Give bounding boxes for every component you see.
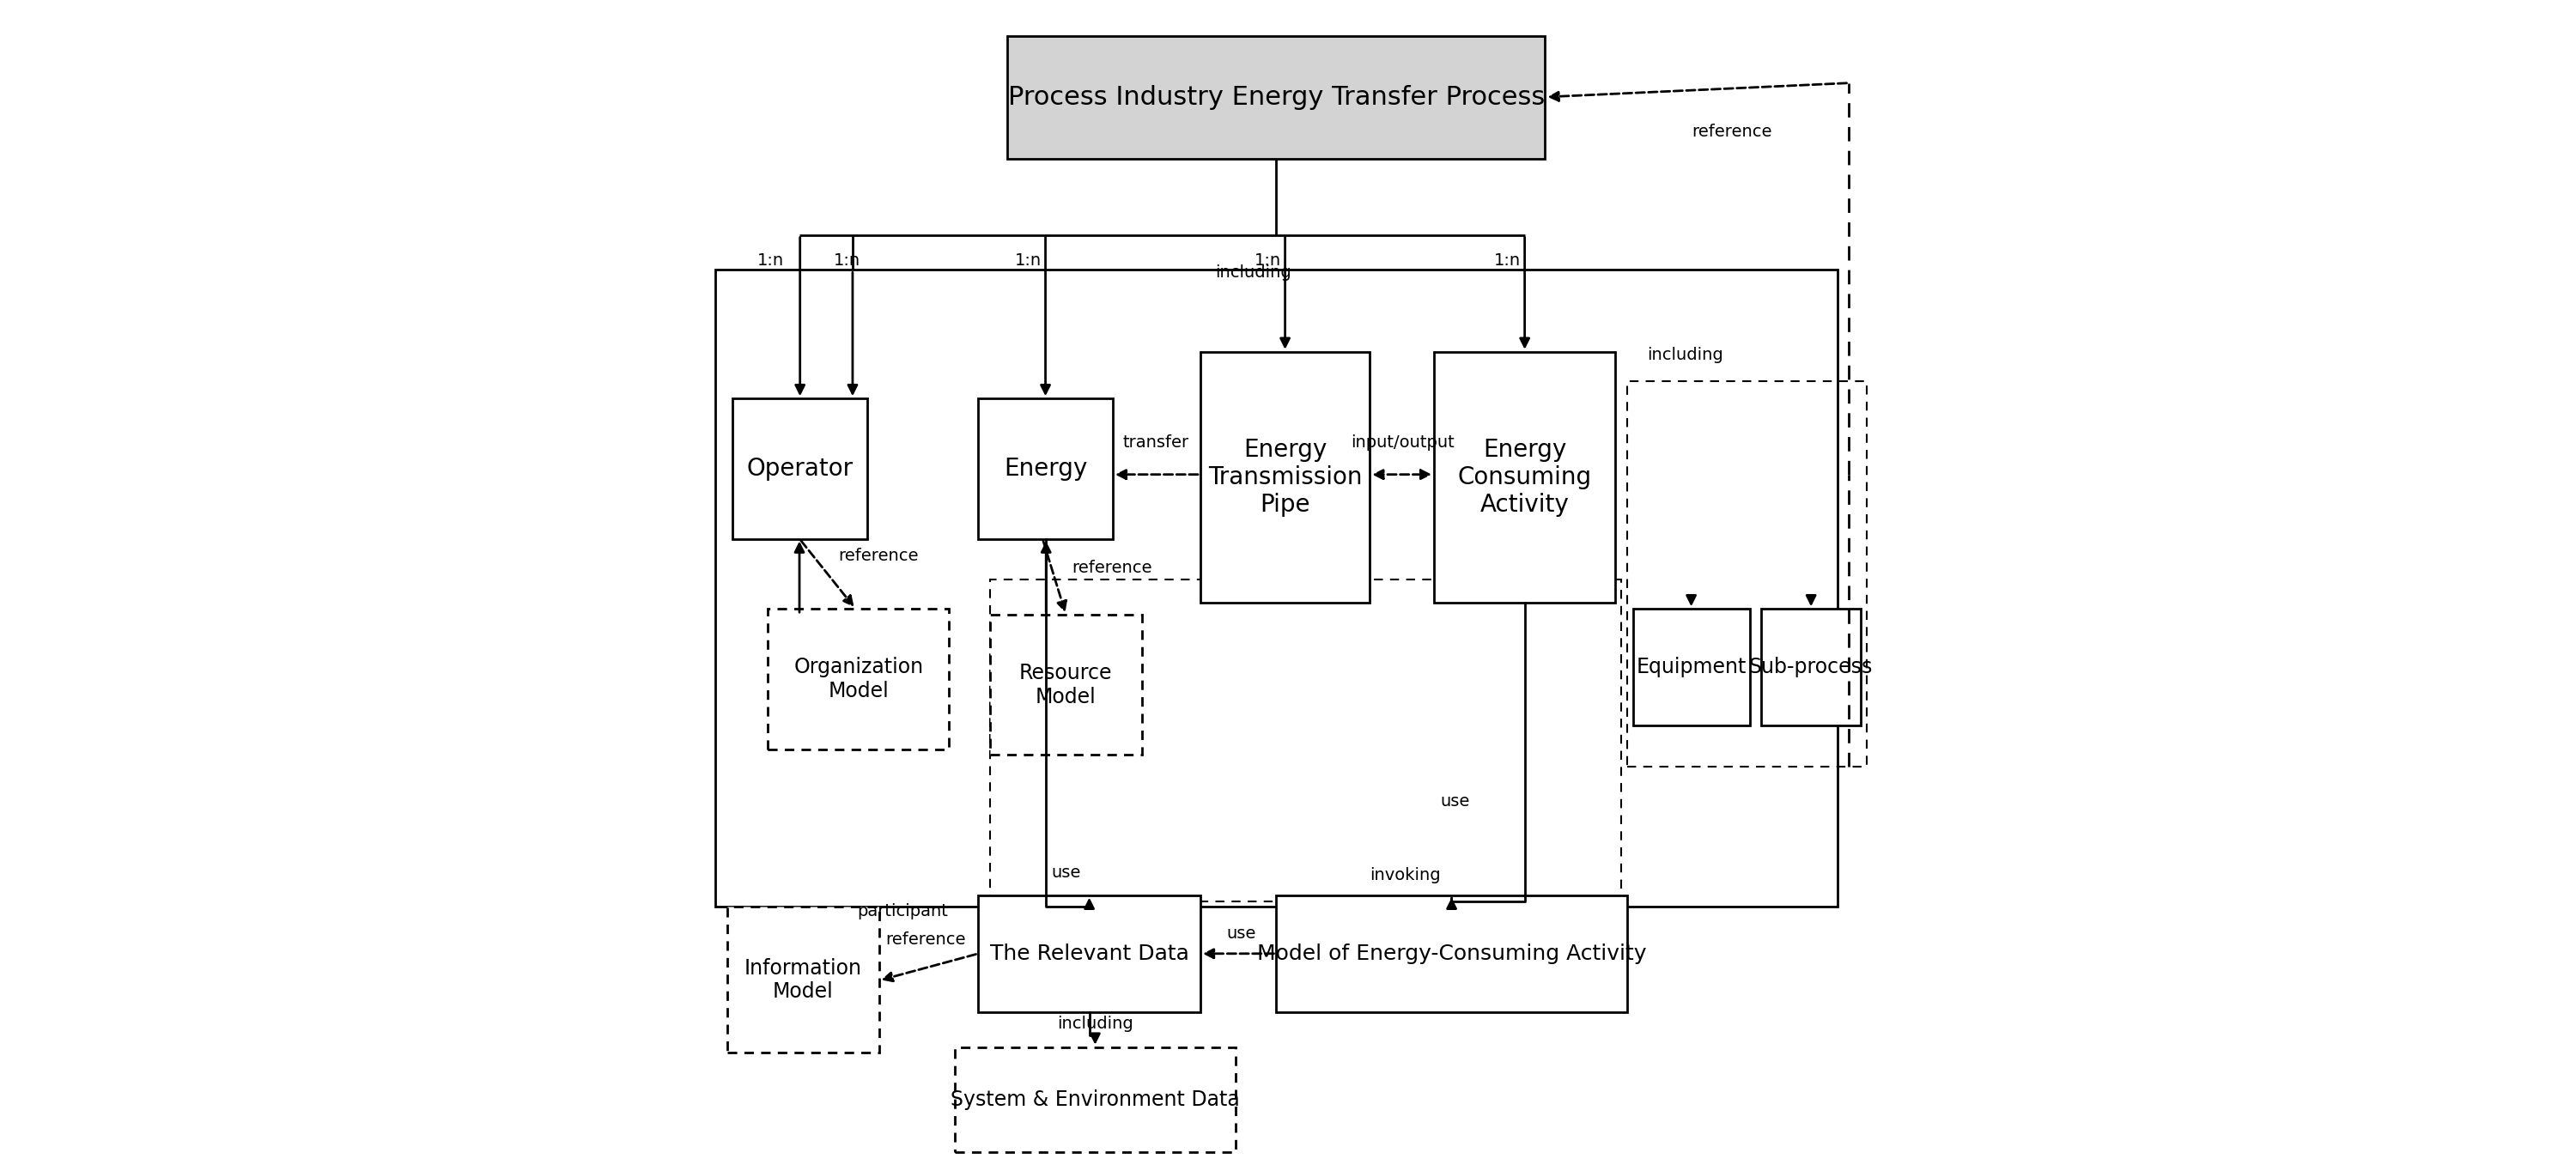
Text: Energy: Energy	[1005, 457, 1087, 480]
Bar	[1628, 381, 1868, 767]
Text: 1:n: 1:n	[1494, 253, 1520, 269]
Text: Equipment: Equipment	[1636, 657, 1747, 678]
Bar	[716, 271, 1837, 906]
FancyBboxPatch shape	[1275, 895, 1628, 1012]
FancyBboxPatch shape	[768, 609, 948, 749]
Text: Energy
Consuming
Activity: Energy Consuming Activity	[1458, 438, 1592, 518]
FancyBboxPatch shape	[956, 1047, 1236, 1152]
Text: Operator: Operator	[747, 457, 853, 480]
Text: participant: participant	[858, 903, 948, 919]
Text: Model of Energy-Consuming Activity: Model of Energy-Consuming Activity	[1257, 944, 1646, 964]
Text: input/output: input/output	[1350, 434, 1455, 451]
Text: The Relevant Data: The Relevant Data	[989, 944, 1190, 964]
Text: Energy
Transmission
Pipe: Energy Transmission Pipe	[1208, 438, 1363, 518]
Text: Resource
Model: Resource Model	[1020, 663, 1113, 707]
FancyBboxPatch shape	[979, 895, 1200, 1012]
Text: reference: reference	[886, 931, 966, 947]
FancyBboxPatch shape	[1762, 609, 1860, 726]
Text: invoking: invoking	[1370, 868, 1440, 883]
Text: use: use	[1226, 925, 1257, 941]
Text: Process Industry Energy Transfer Process: Process Industry Energy Transfer Process	[1007, 85, 1546, 110]
Text: including: including	[1216, 265, 1291, 280]
Text: Organization
Model: Organization Model	[793, 657, 922, 701]
Bar	[989, 580, 1620, 900]
FancyBboxPatch shape	[726, 906, 878, 1053]
Text: Sub-process: Sub-process	[1749, 657, 1873, 678]
Text: reference: reference	[1692, 124, 1772, 141]
Text: System & Environment Data: System & Environment Data	[951, 1089, 1239, 1110]
Text: reference: reference	[837, 548, 917, 564]
FancyBboxPatch shape	[1007, 36, 1546, 159]
Text: use: use	[1440, 794, 1468, 810]
Text: use: use	[1051, 865, 1082, 881]
FancyBboxPatch shape	[1633, 609, 1749, 726]
Text: transfer: transfer	[1123, 434, 1190, 451]
FancyBboxPatch shape	[1435, 351, 1615, 603]
FancyBboxPatch shape	[732, 398, 868, 539]
FancyBboxPatch shape	[979, 398, 1113, 539]
Text: reference: reference	[1072, 560, 1151, 576]
Text: 1:n: 1:n	[1015, 253, 1041, 269]
Text: 1:n: 1:n	[835, 253, 860, 269]
Text: including: including	[1056, 1015, 1133, 1032]
Text: Information
Model: Information Model	[744, 958, 863, 1002]
FancyBboxPatch shape	[1200, 351, 1370, 603]
Text: 1:n: 1:n	[757, 253, 783, 269]
FancyBboxPatch shape	[989, 615, 1141, 755]
Text: including: including	[1646, 347, 1723, 363]
Text: 1:n: 1:n	[1255, 253, 1280, 269]
